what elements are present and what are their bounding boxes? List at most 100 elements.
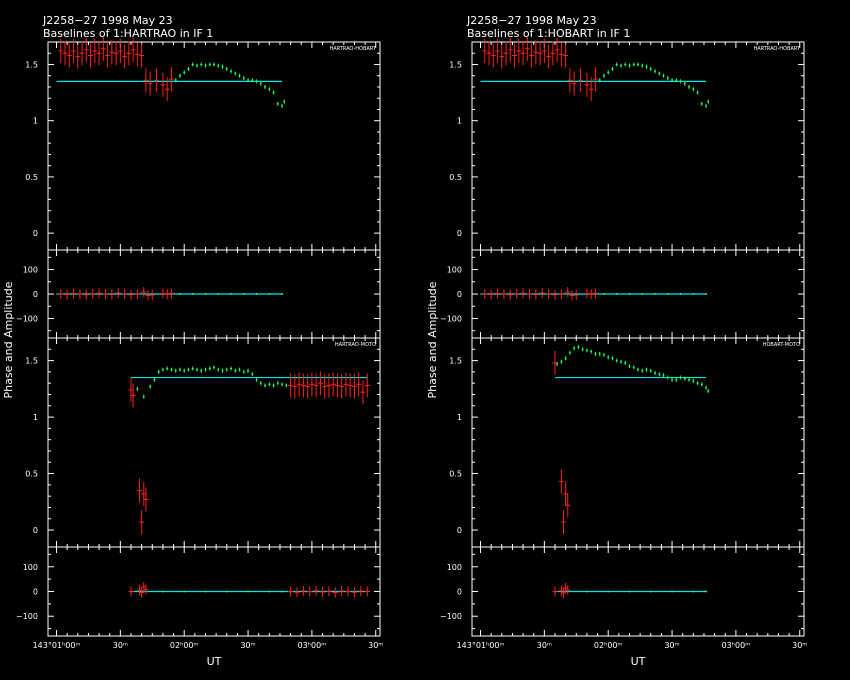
- amplitude-point: [641, 63, 644, 68]
- baseline-label: HARTRAO-MOTO: [335, 342, 376, 348]
- phase-tick-label: −100: [440, 314, 462, 323]
- amplitude-point: [187, 367, 190, 372]
- phase-point: [705, 293, 708, 295]
- amp-tick-label: 1.5: [25, 357, 38, 366]
- phase-point: [268, 293, 271, 295]
- amplitude-point: [105, 43, 111, 68]
- amplitude-point: [200, 62, 203, 67]
- amplitude-point: [666, 375, 669, 380]
- amplitude-point: [649, 368, 652, 373]
- amplitude-point: [259, 381, 262, 386]
- phase-point: [109, 289, 115, 300]
- amplitude-point: [296, 372, 302, 397]
- phase-point: [705, 590, 708, 593]
- x-tick-label: 30ᵐ: [664, 641, 679, 650]
- phase-point: [561, 587, 567, 598]
- phase-tick-label: 0: [33, 290, 38, 299]
- phase-point: [134, 289, 140, 300]
- amplitude-point: [255, 79, 258, 84]
- amplitude-point: [62, 41, 68, 66]
- amplitude-point: [615, 62, 618, 67]
- amplitude-point: [217, 367, 220, 372]
- phase-point: [281, 293, 284, 295]
- amplitude-point: [645, 64, 648, 69]
- amplitude-point: [573, 346, 576, 351]
- phase-point: [141, 287, 147, 298]
- amplitude-point: [628, 364, 631, 369]
- amplitude-point: [675, 78, 678, 83]
- amplitude-point: [208, 366, 211, 371]
- baseline-panel-3: HARTRAO-HOBART 1.5 1 0.5 0 100 0 −100: [440, 36, 805, 339]
- amplitude-point: [204, 367, 207, 372]
- phase-point: [628, 590, 631, 593]
- amplitude-point: [164, 77, 170, 102]
- phase-tick-label: 100: [447, 563, 462, 572]
- amplitude-point: [507, 37, 513, 62]
- amp-tick-label: 0: [457, 229, 462, 238]
- phase-point: [526, 289, 532, 299]
- amplitude-point: [529, 43, 535, 68]
- amplitude-point: [130, 383, 136, 408]
- amplitude-point: [142, 394, 145, 399]
- amplitude-point: [351, 374, 357, 399]
- amplitude-point: [556, 361, 559, 366]
- amplitude-point: [490, 43, 496, 68]
- amplitude-point: [149, 384, 152, 389]
- phase-point: [533, 289, 539, 300]
- amplitude-point: [679, 375, 682, 380]
- amplitude-point: [658, 372, 661, 377]
- phase-point: [520, 288, 526, 299]
- phase-point: [607, 590, 610, 593]
- phase-point: [313, 585, 319, 596]
- amplitude-point: [58, 38, 64, 63]
- amp-tick-label: 0.5: [25, 173, 38, 182]
- amplitude-point: [675, 377, 678, 382]
- phase-tick-label: 100: [23, 266, 38, 275]
- phase-tick-label: 0: [457, 588, 462, 597]
- amplitude-point: [170, 367, 173, 372]
- phase-point: [102, 289, 108, 299]
- phase-point: [495, 288, 501, 299]
- amplitude-point: [577, 345, 580, 350]
- amplitude-point: [88, 43, 94, 68]
- phase-point: [501, 289, 507, 299]
- amplitude-point: [234, 71, 237, 76]
- amplitude-point: [305, 374, 311, 399]
- right-title-line2: Baselines of 1:HOBART in IF 1: [467, 27, 630, 40]
- amplitude-point: [339, 374, 345, 399]
- phase-point: [204, 590, 207, 593]
- phase-point: [77, 289, 83, 299]
- amplitude-point: [654, 69, 657, 74]
- phase-point: [128, 586, 134, 597]
- amp-tick-label: 0: [33, 229, 38, 238]
- phase-point: [641, 293, 644, 295]
- amplitude-point: [272, 383, 275, 388]
- amplitude-point: [637, 62, 639, 67]
- phase-tick-label: −100: [16, 314, 38, 323]
- amp-tick-label: 1: [457, 413, 462, 422]
- amp-tick-label: 1.5: [25, 60, 38, 69]
- amplitude-point: [281, 104, 284, 109]
- amplitude-point: [251, 78, 254, 83]
- amplitude-point: [700, 101, 703, 106]
- amplitude-point: [611, 66, 614, 71]
- amplitude-point: [619, 63, 622, 68]
- amplitude-point: [225, 66, 228, 71]
- baseline-label: HOBART-MOTO: [763, 342, 800, 348]
- amplitude-point: [598, 78, 601, 83]
- phase-point: [339, 586, 345, 597]
- phase-point: [552, 586, 558, 597]
- amplitude-point: [592, 67, 598, 92]
- left-title-line1: J2258−27 1998 May 23: [42, 14, 173, 27]
- amplitude-point: [292, 374, 298, 399]
- amplitude-point: [139, 43, 145, 68]
- phase-point: [358, 586, 364, 597]
- amplitude-point: [662, 373, 665, 378]
- amplitude-point: [109, 40, 115, 65]
- amplitude-point: [187, 66, 190, 71]
- amplitude-point: [242, 75, 245, 80]
- amplitude-point: [285, 383, 288, 388]
- amplitude-point: [607, 70, 610, 75]
- amplitude-point: [537, 41, 543, 66]
- phase-point: [247, 590, 250, 593]
